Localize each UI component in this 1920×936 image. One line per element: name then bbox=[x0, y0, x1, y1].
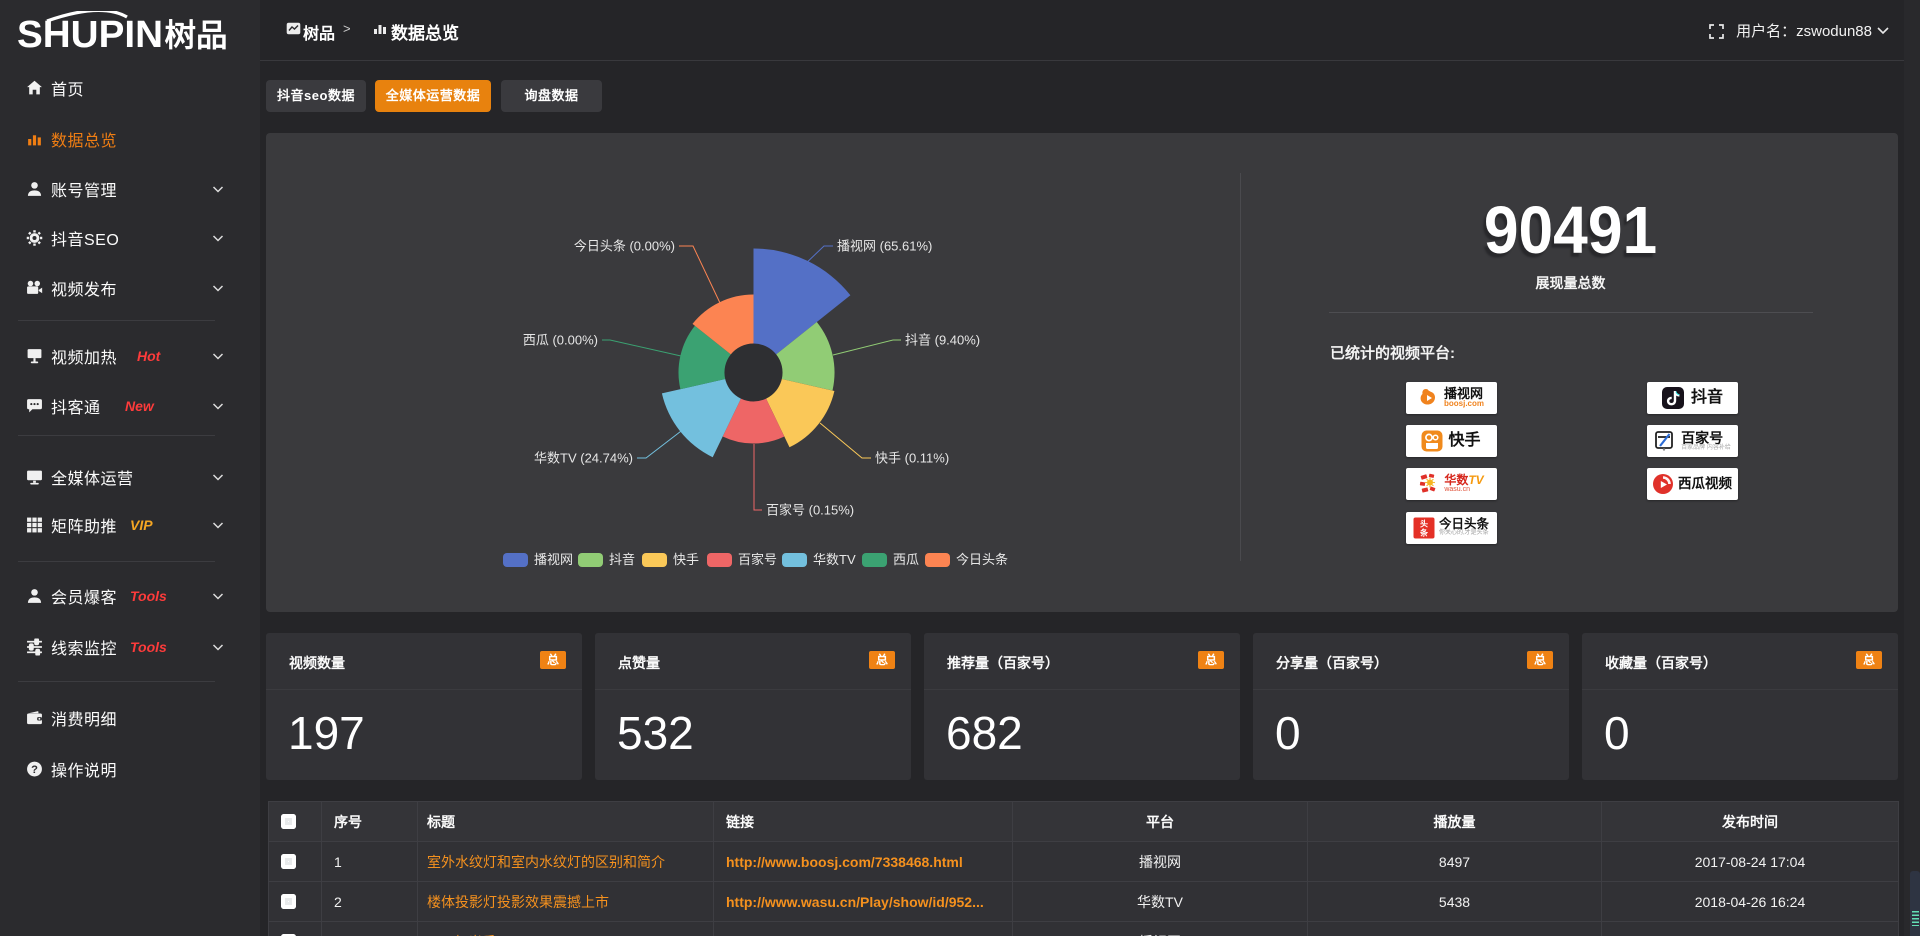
svg-text:SHUPIN: SHUPIN bbox=[17, 14, 163, 55]
svg-text:?: ? bbox=[31, 764, 38, 776]
svg-text:条: 条 bbox=[1419, 527, 1429, 537]
svg-text:头: 头 bbox=[1420, 518, 1428, 528]
svg-text:快手 (0.11%): 快手 (0.11%) bbox=[875, 451, 949, 466]
svg-text:西瓜 (0.00%): 西瓜 (0.00%) bbox=[523, 333, 598, 348]
svg-text:百家号 (0.15%): 百家号 (0.15%) bbox=[766, 503, 854, 518]
svg-text:树品: 树品 bbox=[165, 17, 228, 53]
svg-text:播视网 (65.61%): 播视网 (65.61%) bbox=[837, 239, 932, 254]
svg-text:华数TV (24.74%): 华数TV (24.74%) bbox=[534, 451, 633, 466]
svg-text:抖音 (9.40%): 抖音 (9.40%) bbox=[905, 333, 980, 348]
svg-text:今日头条 (0.00%): 今日头条 (0.00%) bbox=[574, 239, 675, 254]
